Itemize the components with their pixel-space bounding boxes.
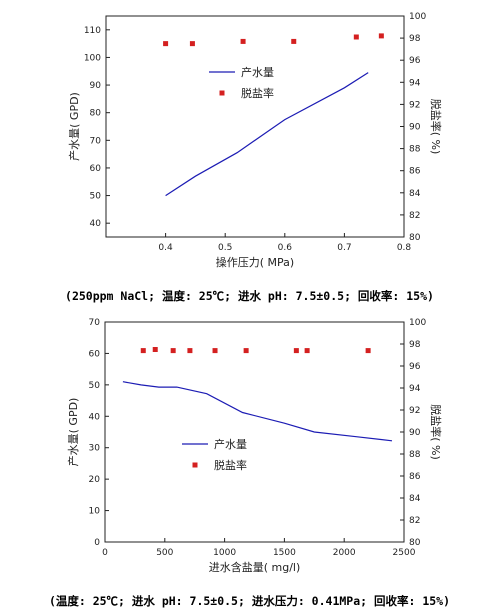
c1-data-point-salt-rejection xyxy=(163,41,169,47)
c1-data-point-salt-rejection xyxy=(291,38,297,44)
c1-y-left-tick-label: 100 xyxy=(84,53,101,63)
c2-data-point-salt-rejection xyxy=(304,348,310,354)
c2-y-right-tick-label: 84 xyxy=(409,494,421,504)
c2-data-point-salt-rejection xyxy=(140,348,146,354)
c1-y-right-axis-title: 脱盐率( %) xyxy=(429,99,443,155)
c1-y-right-tick-label: 84 xyxy=(409,189,421,199)
c2-data-point-salt-rejection xyxy=(212,348,218,354)
c2-y-right-axis-title: 脱盐率( %) xyxy=(429,404,443,460)
c2-y-left-tick-label: 30 xyxy=(89,444,101,454)
c2-x-tick-label: 1500 xyxy=(273,548,296,558)
c1-y-right-tick-label: 88 xyxy=(409,145,421,155)
c1-y-left-tick-label: 90 xyxy=(90,81,102,91)
c2-data-point-salt-rejection xyxy=(187,348,193,354)
c2-y-left-axis-title: 产水量( GPD) xyxy=(66,398,80,467)
c2-y-left-tick-label: 0 xyxy=(94,538,100,548)
c1-x-tick-label: 0.6 xyxy=(278,243,293,253)
c1-y-left-tick-label: 40 xyxy=(90,219,102,229)
caption-1: (250ppm NaCl; 温度: 25℃; 进水 pH: 7.5±0.5; 回… xyxy=(65,289,434,303)
c2-legend-label: 产水量 xyxy=(214,437,247,451)
c2-x-tick-label: 500 xyxy=(156,548,173,558)
c1-y-right-tick-label: 94 xyxy=(409,78,421,88)
c1-x-axis-title: 操作压力( MPa) xyxy=(216,255,294,269)
c1-data-point-salt-rejection xyxy=(353,34,359,40)
c2-data-point-salt-rejection xyxy=(293,348,299,354)
caption-2: (温度: 25℃; 进水 pH: 7.5±0.5; 进水压力: 0.41MPa;… xyxy=(48,594,451,608)
chart-pressure: 0.4 0.5 0.6 0.7 0.8 40 50 60 70 80 90 100 110 80 82 84 8… xyxy=(67,12,443,269)
c2-y-right-tick-label: 90 xyxy=(409,428,421,438)
c1-legend-marker-swatch xyxy=(219,90,225,96)
c1-x-tick-label: 0.8 xyxy=(397,243,412,253)
c2-data-point-salt-rejection xyxy=(170,348,176,354)
c2-y-left-tick-label: 70 xyxy=(89,318,101,328)
c1-y-left-axis-title: 产水量( GPD) xyxy=(67,92,81,161)
c2-y-left-tick-label: 10 xyxy=(89,507,101,517)
c1-plot-frame xyxy=(105,15,405,238)
c2-x-tick-label: 2000 xyxy=(333,548,356,558)
c2-legend-label: 脱盐率 xyxy=(214,458,247,472)
c1-data-point-salt-rejection xyxy=(240,38,246,44)
c2-y-right-tick-label: 88 xyxy=(409,450,421,460)
c1-y-right-tick-label: 98 xyxy=(409,34,421,44)
chart-salinity: 0 500 1000 1500 2000 2500 0 10 20 30 40 50 60 70 80 82 8… xyxy=(66,318,443,574)
c2-y-left-tick-label: 50 xyxy=(89,381,101,391)
c2-y-right-tick-label: 82 xyxy=(409,516,420,526)
c1-y-right-tick-label: 86 xyxy=(409,167,421,177)
c1-x-tick-label: 0.5 xyxy=(218,243,232,253)
c1-y-right-tick-label: 90 xyxy=(409,123,421,133)
c2-y-right-tick-label: 98 xyxy=(409,340,421,350)
c1-y-left-tick-label: 110 xyxy=(84,26,101,36)
c2-y-left-tick-label: 40 xyxy=(89,412,101,422)
c2-y-right-tick-label: 92 xyxy=(409,406,420,416)
c2-data-point-salt-rejection xyxy=(243,348,249,354)
c1-y-right-tick-label: 92 xyxy=(409,100,420,110)
c2-plot-frame xyxy=(104,321,405,543)
c2-x-tick-label: 2500 xyxy=(393,548,416,558)
c1-y-left-tick-label: 60 xyxy=(90,164,102,174)
c2-data-point-salt-rejection xyxy=(365,348,371,354)
c2-y-right-tick-label: 86 xyxy=(409,472,421,482)
c1-y-right-tick-label: 96 xyxy=(409,56,421,66)
c1-y-right-tick-label: 82 xyxy=(409,211,420,221)
c2-y-right-tick-label: 100 xyxy=(409,318,426,328)
c1-y-left-tick-label: 80 xyxy=(90,109,102,119)
c1-legend-label: 脱盐率 xyxy=(241,86,274,100)
c2-y-right-tick-label: 80 xyxy=(409,538,421,548)
c1-y-right-tick-label: 80 xyxy=(409,233,421,243)
c1-x-tick-label: 0.7 xyxy=(337,243,351,253)
c1-y-right-tick-label: 100 xyxy=(409,12,426,22)
c2-y-left-tick-label: 60 xyxy=(89,349,101,359)
c1-series-line-water-output xyxy=(165,72,369,197)
c2-x-tick-label: 1000 xyxy=(213,548,236,558)
c2-legend-marker-swatch xyxy=(192,462,198,468)
c2-y-right-tick-label: 96 xyxy=(409,362,421,372)
c1-x-tick-label: 0.4 xyxy=(158,243,173,253)
c1-data-point-salt-rejection xyxy=(378,33,384,39)
c2-y-left-tick-label: 20 xyxy=(89,475,101,485)
c1-y-left-tick-label: 50 xyxy=(90,192,102,202)
c1-data-point-salt-rejection xyxy=(189,41,195,47)
c2-x-axis-title: 进水含盐量( mg/l) xyxy=(209,560,301,574)
c2-y-right-tick-label: 94 xyxy=(409,384,421,394)
c1-legend-label: 产水量 xyxy=(241,65,274,79)
c2-data-point-salt-rejection xyxy=(152,347,158,352)
c2-series-line-water-output xyxy=(122,381,393,442)
c1-y-left-tick-label: 70 xyxy=(90,136,102,146)
c2-x-tick-label: 0 xyxy=(102,548,108,558)
